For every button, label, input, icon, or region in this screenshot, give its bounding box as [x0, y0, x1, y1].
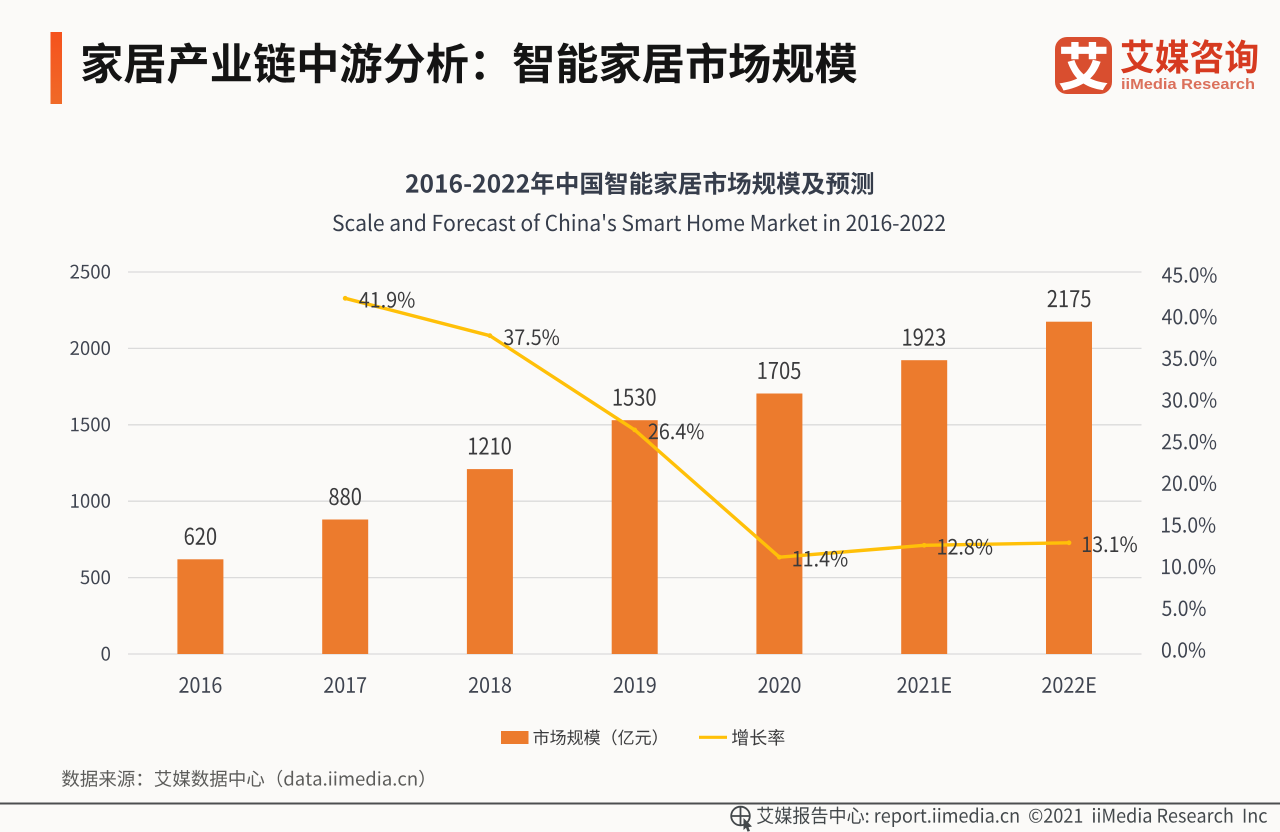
svg-text:iiMedia Research: iiMedia Research — [1121, 76, 1255, 93]
